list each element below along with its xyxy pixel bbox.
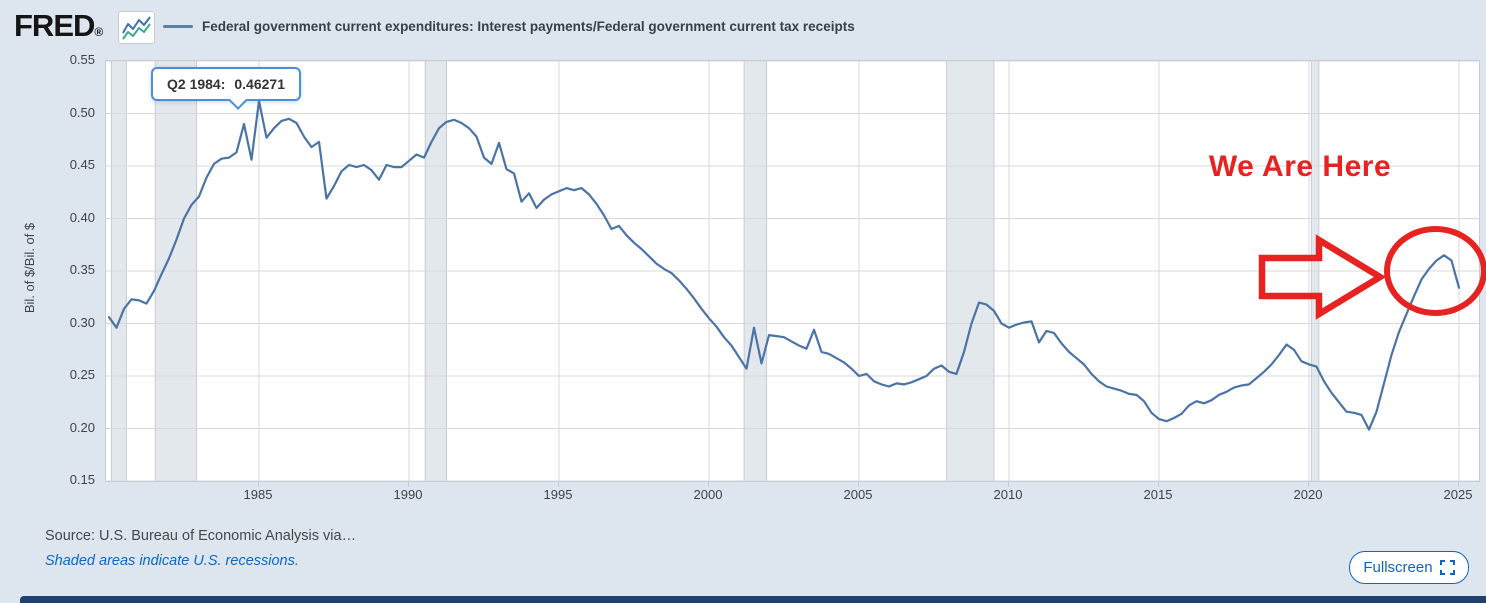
x-axis-tick-label: 2000 — [693, 487, 723, 502]
x-axis-tick-label: 2015 — [1143, 487, 1173, 502]
x-axis-tick-label: 2005 — [843, 487, 873, 502]
x-axis-tick-mark — [1007, 481, 1009, 487]
chart-plot-area[interactable] — [105, 60, 1480, 482]
fullscreen-label: Fullscreen — [1363, 559, 1433, 576]
y-axis-tick-label: 0.50 — [69, 104, 95, 120]
bottom-navy-bar — [20, 596, 1486, 603]
x-axis-tick-mark — [257, 481, 259, 487]
tooltip-value: 0.46271 — [234, 76, 285, 92]
x-axis-tick-label: 1990 — [393, 487, 423, 502]
x-axis-tick-label: 2010 — [993, 487, 1023, 502]
x-axis-tick-label: 1995 — [543, 487, 573, 502]
x-axis-tick-mark — [407, 481, 409, 487]
x-axis-tick-mark — [857, 481, 859, 487]
y-axis-tick-label: 0.45 — [69, 157, 95, 172]
red-arrow-icon — [1258, 234, 1387, 320]
y-axis-tick-label: 0.20 — [69, 419, 95, 435]
chart-canvas[interactable] — [106, 61, 1479, 481]
x-axis-tick-mark — [557, 481, 559, 487]
y-axis-tick-label: 0.35 — [69, 262, 95, 277]
tooltip-period-label: Q2 1984: — [167, 76, 226, 92]
fullscreen-button[interactable]: Fullscreen — [1349, 551, 1469, 584]
x-axis-tick-mark — [707, 481, 709, 487]
data-series-line[interactable] — [107, 99, 1461, 431]
recessions-note-link[interactable]: Shaded areas indicate U.S. recessions. — [45, 553, 299, 569]
fullscreen-expand-icon — [1439, 560, 1455, 575]
fred-sparkline-icon — [118, 11, 155, 44]
x-axis-tick-mark — [1307, 481, 1309, 487]
registered-mark: ® — [94, 25, 103, 39]
y-axis-title: Bil. of $/Bil. of $ — [22, 222, 37, 314]
source-text[interactable]: Source: U.S. Bureau of Economic Analysis… — [45, 528, 357, 544]
y-axis-tick-label: 0.15 — [69, 472, 95, 487]
x-axis-tick-label: 1985 — [243, 487, 273, 502]
we-are-here-annotation: We Are Here — [1208, 150, 1392, 183]
x-axis-tick-mark — [1157, 481, 1159, 487]
x-axis-tick-mark — [1457, 481, 1459, 487]
red-highlight-circle — [1384, 226, 1486, 316]
y-axis-tick-label: 0.30 — [69, 314, 95, 330]
y-axis-tick-label: 0.25 — [69, 367, 95, 382]
legend-series-swatch — [163, 25, 193, 28]
legend-series-label[interactable]: Federal government current expenditures:… — [202, 19, 855, 34]
y-axis-tick-label: 0.40 — [69, 209, 95, 225]
x-axis-tick-label: 2025 — [1443, 487, 1473, 502]
fred-logo[interactable]: FRED® — [14, 8, 103, 43]
x-axis-tick-label: 2020 — [1293, 487, 1323, 502]
y-axis-tick-label: 0.55 — [69, 52, 95, 67]
y-axis-labels: 0.15 0.20 0.25 0.30 0.35 0.40 0.45 0.50 0.55 — [53, 0, 95, 603]
data-tooltip: Q2 1984: 0.46271 — [151, 67, 301, 110]
